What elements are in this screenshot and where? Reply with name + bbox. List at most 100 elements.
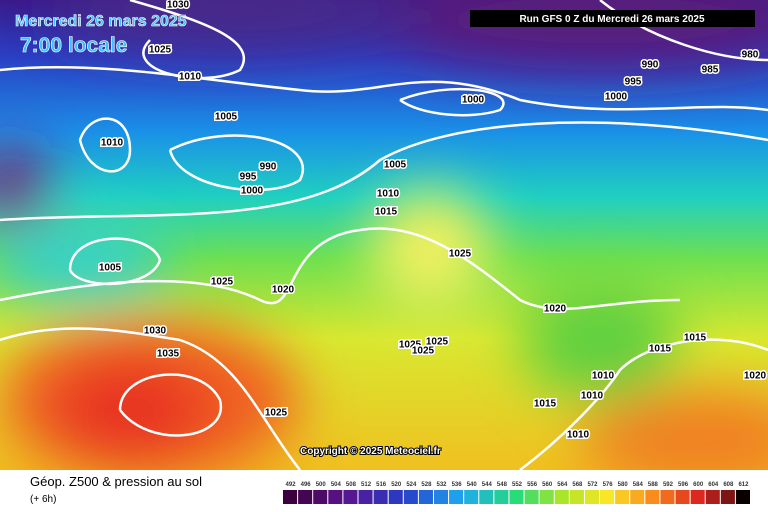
scale-swatch (433, 490, 449, 504)
scale-swatch (373, 490, 388, 504)
run-info: Run GFS 0 Z du Mercredi 26 mars 2025 (519, 14, 705, 25)
footer-subtitle: (+ 6h) (30, 494, 56, 505)
scale-label: 580 (618, 482, 629, 488)
scale-swatch (509, 490, 524, 504)
scale-label: 544 (482, 482, 493, 488)
scale-swatch (600, 490, 615, 504)
scale-label: 576 (603, 482, 614, 488)
isobar-label: 1020 (272, 285, 295, 296)
isobar-label: 1025 (149, 45, 172, 56)
scale-label: 552 (512, 482, 523, 488)
scale-label: 568 (572, 482, 583, 488)
scale-swatch (418, 490, 433, 504)
scale-label: 584 (633, 482, 644, 488)
scale-label: 548 (497, 482, 508, 488)
isobar-label: 990 (260, 162, 277, 173)
isobar-label: 1030 (167, 0, 190, 11)
scale-swatch (479, 490, 494, 504)
scale-label: 600 (693, 482, 704, 488)
scale-label: 496 (301, 482, 312, 488)
local-time: 7:00 locale (20, 34, 127, 57)
footer-title: Géop. Z500 & pression au sol (30, 474, 202, 489)
isobar-label: 1005 (99, 263, 122, 274)
scale-label: 512 (361, 482, 372, 488)
scale-swatch (524, 490, 539, 504)
scale-label: 500 (316, 482, 327, 488)
scale-label: 564 (557, 482, 568, 488)
scale-label: 556 (527, 482, 538, 488)
scale-label: 504 (331, 482, 342, 488)
isobar-label: 1020 (544, 304, 567, 315)
scale-swatch (539, 490, 554, 504)
isobar-label: 1015 (649, 344, 672, 355)
scale-swatch (343, 490, 358, 504)
isobar-label: 1025 (412, 346, 435, 357)
isobar-label: 1005 (384, 160, 407, 171)
isobar-label: 1010 (567, 430, 590, 441)
scale-label: 516 (376, 482, 387, 488)
scale-swatch (660, 490, 675, 504)
isobar-label: 1025 (449, 249, 472, 260)
isobar-label: 1010 (179, 72, 202, 83)
scale-swatch (645, 490, 660, 504)
scale-swatch (569, 490, 584, 504)
scale-label: 532 (437, 482, 448, 488)
scale-label: 572 (587, 482, 598, 488)
isobar-label: 1000 (605, 92, 628, 103)
isobar-label: 1025 (265, 408, 288, 419)
scale-swatch (705, 490, 720, 504)
isobar-label: 1015 (684, 333, 707, 344)
isobar-label: 1025 (426, 337, 449, 348)
isobar-label: 1010 (592, 371, 615, 382)
isobar-label: 995 (625, 77, 642, 88)
isobar-label: 1035 (157, 349, 180, 360)
scale-swatch (675, 490, 690, 504)
isobar-label: 1000 (241, 186, 264, 197)
scale-swatch (720, 490, 735, 504)
isobar-label: 1005 (215, 112, 238, 123)
scale-swatch (403, 490, 418, 504)
scale-label: 528 (421, 482, 432, 488)
isobar-label: 1010 (581, 391, 604, 402)
scale-swatch (283, 490, 298, 504)
isobar-label: 1000 (462, 95, 485, 106)
date: Mercredi 26 mars 2025 (15, 13, 187, 30)
scale-label: 596 (678, 482, 689, 488)
copyright: Copyright © 2025 Meteociel.fr (300, 446, 441, 457)
scale-swatch (313, 490, 328, 504)
scale-swatch (735, 490, 750, 504)
isobar-label: 1015 (375, 207, 398, 218)
scale-swatch (494, 490, 509, 504)
isobar-label: 1025 (211, 277, 234, 288)
scale-swatch (690, 490, 705, 504)
scale-label: 592 (663, 482, 674, 488)
scale-label: 520 (391, 482, 402, 488)
scale-label: 588 (648, 482, 659, 488)
isobar-label: 1020 (744, 371, 767, 382)
scale-swatch (388, 490, 403, 504)
scale-swatch (464, 490, 479, 504)
scale-label: 536 (452, 482, 463, 488)
scale-label: 612 (738, 482, 749, 488)
scale-swatch (449, 490, 464, 504)
isobar-label: 1015 (534, 399, 557, 410)
scale-swatch (630, 490, 645, 504)
isobar-label: 1030 (144, 326, 167, 337)
isobar-label: 1025 (399, 340, 422, 351)
isobar-label: 980 (742, 50, 759, 61)
scale-label: 524 (406, 482, 417, 488)
scale-label: 560 (542, 482, 553, 488)
scale-swatch (298, 490, 313, 504)
isobar-label: 985 (702, 65, 719, 76)
scale-label: 540 (467, 482, 478, 488)
scale-swatch (615, 490, 630, 504)
scale-swatch (328, 490, 343, 504)
scale-swatch (554, 490, 569, 504)
isobars (0, 0, 768, 470)
isobar-label: 990 (642, 60, 659, 71)
scale-label: 508 (346, 482, 357, 488)
scale-label: 604 (708, 482, 719, 488)
